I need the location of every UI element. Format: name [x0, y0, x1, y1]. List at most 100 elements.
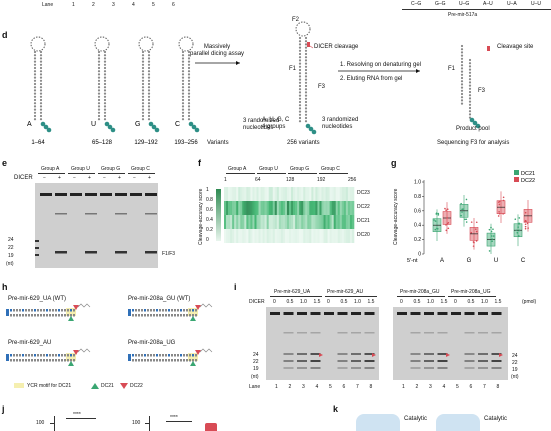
pool-nt-f1	[460, 64, 464, 67]
nt-right	[147, 111, 151, 114]
stem-nt-top	[156, 354, 158, 357]
variant-range: 65–128	[92, 140, 113, 146]
pool-nt-f3	[468, 78, 472, 81]
i-conc-2: 0.5	[286, 299, 294, 305]
mid-nt-left	[298, 52, 302, 56]
hairpin-2: U 65–128	[91, 36, 116, 146]
g-point	[434, 220, 437, 222]
nt-right	[103, 76, 107, 79]
i-band-22	[337, 360, 348, 362]
heat-cell	[230, 187, 233, 201]
heat-cell	[299, 187, 302, 201]
nt-left	[33, 92, 37, 95]
heat-cell	[238, 215, 241, 229]
nt-left	[97, 89, 101, 92]
nt-right	[187, 57, 191, 60]
heat-cell	[256, 187, 259, 201]
i-conc2-1: 0	[400, 299, 403, 305]
g-point	[491, 238, 494, 240]
mid-rand-nt	[311, 129, 317, 135]
nt-right	[39, 70, 43, 73]
pool-rand-nt	[469, 117, 475, 123]
nt-right	[39, 82, 43, 86]
heat-cell	[284, 187, 288, 201]
heat-cell	[246, 215, 249, 229]
heat-cell	[329, 215, 332, 229]
dc21-marker	[68, 316, 74, 321]
nt-right	[103, 108, 107, 111]
stem-nt-bottom	[138, 314, 140, 317]
i-band-19	[410, 367, 421, 369]
f-colorbar	[216, 189, 221, 241]
nt-right	[39, 60, 43, 63]
dc22-marker	[195, 350, 201, 355]
stem-nt-top	[162, 309, 164, 312]
heat-cell	[311, 215, 314, 229]
heat-cell	[333, 215, 337, 229]
f-group-1: Group A	[228, 166, 247, 172]
stem-nt-top	[37, 354, 39, 357]
f-group-rule	[257, 173, 286, 174]
heat-cell	[240, 229, 243, 243]
stem-nt-bottom	[147, 359, 149, 362]
nt-left	[181, 79, 185, 82]
heat-cell	[333, 229, 337, 243]
i-band-top	[491, 312, 502, 315]
i-lane2-5: 5	[456, 384, 459, 390]
heat-cell	[347, 201, 351, 215]
stem-nt-top	[13, 309, 15, 312]
nt-left	[97, 50, 101, 54]
stem-nt-top	[165, 309, 167, 312]
i-lane-1: 1	[275, 384, 278, 390]
h-title-2: Pre-mir-208a_GU (WT)	[128, 296, 191, 302]
heat-cell	[234, 201, 237, 215]
stem-nt-top	[46, 309, 48, 312]
heat-cell	[284, 215, 288, 229]
nt-right	[39, 50, 43, 54]
heat-cell	[341, 187, 345, 201]
g-point	[475, 221, 478, 224]
heat-cell	[341, 229, 345, 243]
pool-nt-f3	[468, 65, 472, 68]
heat-cell	[317, 215, 320, 229]
lane-label: Lane	[42, 2, 54, 8]
heat-cell	[270, 229, 274, 243]
heat-cell	[327, 201, 330, 215]
heat-cell	[339, 187, 343, 201]
stem-nt-top	[28, 354, 30, 357]
heat-cell	[262, 215, 265, 229]
heat-cell	[268, 215, 272, 229]
cleavage-site: Cleavage site	[497, 44, 534, 50]
pool-nt-f1	[460, 76, 464, 80]
stem-nt-top	[46, 354, 48, 357]
heat-cell	[319, 187, 322, 201]
e-group-1: Group A	[41, 166, 60, 172]
panel-h-label: h	[2, 282, 8, 292]
f-scale-3: 0.6	[206, 207, 213, 213]
heat-cell	[250, 229, 253, 243]
nt-right	[147, 105, 151, 108]
stem-nt-bottom	[132, 314, 134, 317]
h-title-4: Pre-mir-208a_UG	[128, 340, 176, 346]
variants-256: 256 variants	[287, 140, 320, 146]
g-point	[464, 218, 466, 221]
g-point	[446, 222, 449, 225]
stem-nt-top	[28, 309, 30, 312]
i-band-19	[297, 367, 307, 369]
nt-right	[147, 63, 151, 66]
heat-cell	[297, 201, 300, 215]
heat-cell	[254, 187, 257, 201]
heat-cell	[244, 229, 247, 243]
i-red-marker-2	[499, 353, 503, 357]
g-point	[488, 228, 491, 231]
heat-cell	[295, 215, 298, 229]
heat-cell	[351, 201, 355, 215]
stem-nt-bottom	[19, 359, 21, 362]
pool-nt-f1	[460, 67, 464, 70]
heat-cell	[327, 215, 330, 229]
mid-nt-left	[298, 97, 302, 100]
heat-cell	[321, 187, 324, 201]
heat-cell	[268, 229, 272, 243]
e-sign-2: +	[58, 175, 61, 181]
nt-left	[33, 95, 37, 98]
